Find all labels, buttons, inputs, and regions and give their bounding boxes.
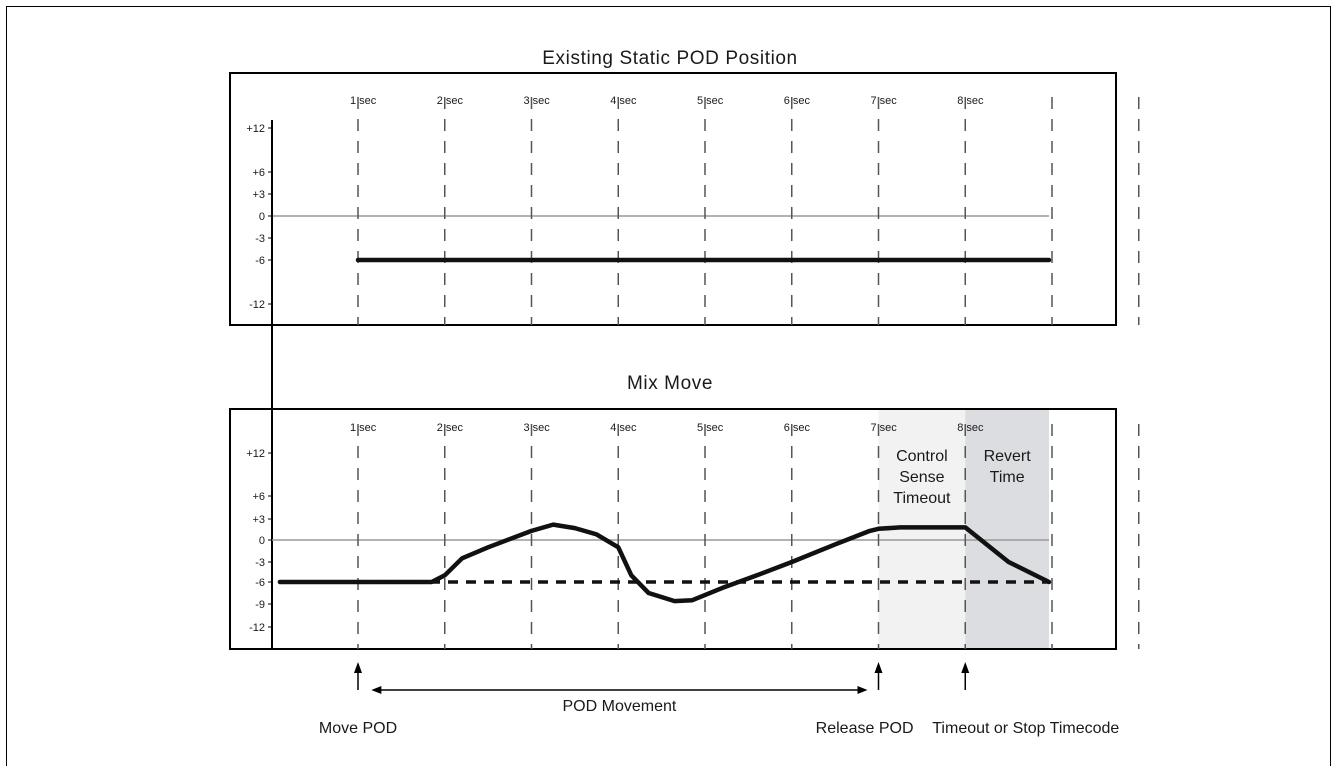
x-tick-label: 5 sec	[697, 422, 724, 434]
x-tick-label: 3 sec	[524, 95, 551, 107]
chart-title-mix-move: Mix Move	[626, 373, 714, 394]
y-tick-label: +3	[252, 514, 265, 526]
x-tick-label: 4 sec	[610, 422, 637, 434]
span-label: POD Movement	[563, 698, 677, 715]
x-tick-label: 8 sec	[957, 95, 984, 107]
y-tick-label: -6	[255, 577, 265, 589]
y-tick-label: +12	[246, 123, 265, 135]
y-tick-label: 0	[259, 211, 265, 223]
y-tick-label: -3	[255, 557, 265, 569]
x-tick-label: 7 sec	[871, 422, 898, 434]
y-tick-label: +3	[252, 189, 265, 201]
span-arrow-right	[857, 686, 868, 694]
chart-static-pod: 1 sec 2 sec 3 sec 4 sec 5 sec 6 sec 7 sec 8 sec…	[229, 72, 1140, 326]
x-tick-label: 5 sec	[697, 95, 724, 107]
annotation-arrow-head	[354, 662, 362, 673]
chart-mix-move: 1 sec 2 sec 3 sec 4 sec 5 sec 6 sec 7 sec 8 sec…	[229, 120, 1140, 650]
x-tick-label: 6 sec	[784, 95, 811, 107]
region-label: Timeout	[893, 490, 951, 507]
plot-frame	[229, 408, 1117, 650]
annotations: Move POD Release POD Timeout or Stop Timec…	[319, 662, 1119, 737]
annotation-label: Release POD	[816, 720, 914, 737]
x-tick-label: 7 sec	[871, 95, 898, 107]
span-arrow-left	[371, 686, 382, 694]
region-label: Sense	[899, 469, 944, 486]
y-tick-label: -12	[249, 299, 265, 311]
x-tick-label: 6 sec	[784, 422, 811, 434]
x-tick-label: 8 sec	[957, 422, 984, 434]
x-tick-label: 3 sec	[524, 422, 551, 434]
y-tick-label: -9	[255, 599, 265, 611]
annotation-arrow-head	[874, 662, 883, 673]
y-tick-label: +12	[246, 448, 265, 460]
x-tick-label: 1 sec	[350, 95, 377, 107]
x-tick-label: 2 sec	[437, 95, 464, 107]
annotation-label: Timeout or Stop Timecode	[932, 720, 1119, 737]
y-tick-label: -3	[255, 233, 265, 245]
x-tick-label: 1 sec	[350, 422, 377, 434]
annotation-label: Move POD	[319, 720, 397, 737]
y-tick-label: +6	[252, 491, 265, 503]
y-tick-label: +6	[252, 167, 265, 179]
annotation-arrow-head	[961, 662, 970, 673]
region-label: Revert	[984, 448, 1032, 465]
y-tick-label: -6	[255, 255, 265, 267]
y-tick-label: -12	[249, 622, 265, 634]
page-frame	[6, 6, 1331, 766]
region-1	[965, 409, 1049, 649]
series-line	[277, 522, 1052, 604]
region-label: Time	[990, 469, 1025, 486]
x-tick-label: 2 sec	[437, 422, 464, 434]
x-tick-label: 4 sec	[610, 95, 637, 107]
chart-title-static: Existing Static POD Position	[542, 48, 798, 69]
region-label: Control	[896, 448, 948, 465]
y-tick-label: 0	[259, 535, 265, 547]
plot-frame	[229, 72, 1117, 326]
